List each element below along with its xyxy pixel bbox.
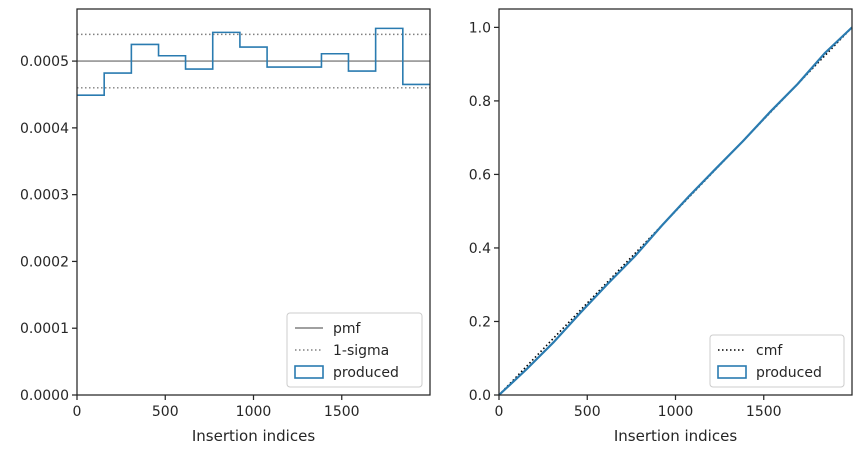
left-y-tick-label: 0.0003 — [20, 188, 69, 204]
left-x-ticks: 0 500 1000 1500 — [73, 395, 360, 420]
right-y-ticks: 0.0 0.2 0.4 0.6 0.8 1.0 — [469, 20, 499, 404]
left-y-tick-label: 0.0001 — [20, 321, 69, 337]
right-legend-label-cmf: cmf — [756, 343, 783, 359]
produced-series-line — [498, 26, 853, 396]
left-y-tick-label: 0.0004 — [20, 121, 69, 137]
left-legend-swatch-produced — [294, 365, 324, 379]
left-chart: 0.0000 0.0001 0.0002 0.0003 0.0004 0.0005 0 50… — [20, 8, 431, 445]
left-legend-label-1-sigma: 1-sigma — [333, 343, 389, 359]
left-x-tick-label: 1000 — [236, 404, 272, 420]
left-y-tick-label: 0.0000 — [20, 388, 69, 404]
left-y-ticks: 0.0000 0.0001 0.0002 0.0003 0.0004 0.0005 — [20, 54, 77, 404]
left-x-tick-label: 1500 — [324, 404, 360, 420]
right-legend-label-produced: produced — [756, 365, 822, 381]
right-legend: cmf produced — [709, 334, 845, 388]
right-x-tick-label: 1000 — [658, 404, 694, 420]
right-x-tick-label: 0 — [495, 404, 504, 420]
right-legend-box — [709, 334, 845, 388]
left-x-axis-label: Insertion indices — [192, 427, 315, 445]
right-x-tick-label: 500 — [574, 404, 601, 420]
left-y-tick-label: 0.0005 — [20, 54, 69, 70]
right-chart-marks — [498, 26, 853, 396]
right-x-ticks: 0 500 1000 1500 — [495, 395, 782, 420]
right-y-tick-label: 0.0 — [469, 388, 491, 404]
produced-step-series — [77, 27, 430, 96]
left-y-tick-label: 0.0002 — [20, 254, 69, 270]
right-chart: 0.0 0.2 0.4 0.6 0.8 1.0 0 500 1000 1500 Insertio… — [469, 8, 853, 445]
right-x-axis-label: Insertion indices — [614, 427, 737, 445]
right-x-tick-label: 1500 — [746, 404, 782, 420]
left-legend-label-produced: produced — [333, 365, 399, 381]
right-y-tick-label: 0.4 — [469, 241, 491, 257]
left-legend-box — [286, 312, 423, 388]
left-x-tick-label: 500 — [152, 404, 179, 420]
left-chart-marks — [77, 27, 430, 96]
left-x-tick-label: 0 — [73, 404, 82, 420]
right-y-tick-label: 0.2 — [469, 314, 491, 330]
right-y-tick-label: 1.0 — [469, 20, 491, 36]
right-legend-swatch-produced — [717, 365, 747, 379]
left-legend: pmf 1-sigma produced — [286, 312, 423, 388]
right-y-tick-label: 0.8 — [469, 94, 491, 110]
left-legend-label-pmf: pmf — [333, 321, 362, 337]
right-y-tick-label: 0.6 — [469, 167, 491, 183]
